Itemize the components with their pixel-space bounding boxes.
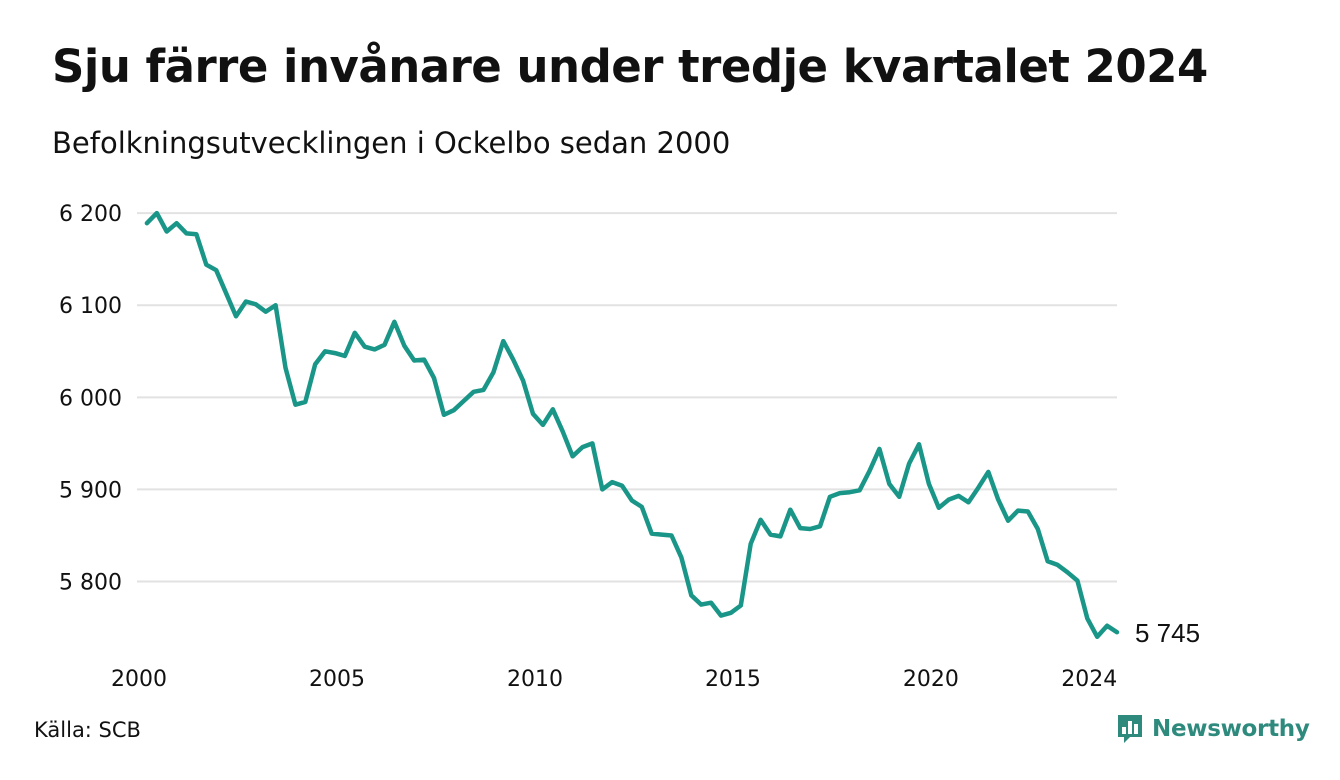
y-tick-label: 6 100: [59, 294, 122, 319]
data-points: [146, 213, 1118, 637]
x-tick-label: 2000: [111, 667, 167, 692]
x-tick-label: 2010: [507, 667, 563, 692]
chart-title: Sju färre invånare under tredje kvartale…: [52, 40, 1208, 93]
y-axis: 6 200 6 100 6 000 5 900 5 800: [59, 202, 122, 595]
y-tick-label: 5 900: [59, 478, 122, 503]
end-value-label: 5 745: [1135, 618, 1200, 648]
brand-name: Newsworthy: [1152, 716, 1310, 742]
y-tick-label: 6 200: [59, 202, 122, 227]
population-line: [144, 210, 1120, 640]
y-tick-label: 6 000: [59, 386, 122, 411]
bar-chart-icon: [1118, 715, 1142, 743]
x-tick-label: 2024: [1061, 667, 1117, 692]
source-note: Källa: SCB: [34, 718, 141, 742]
x-tick-label: 2020: [903, 667, 959, 692]
x-axis: 2000 2005 2010 2015 2020 2024: [111, 667, 1117, 692]
x-tick-label: 2015: [705, 667, 761, 692]
brand-logo: Newsworthy: [1116, 713, 1310, 745]
grid-lines: [137, 212, 1117, 583]
y-tick-label: 5 800: [59, 571, 122, 596]
chart-subtitle: Befolkningsutvecklingen i Ockelbo sedan …: [52, 126, 731, 160]
x-tick-label: 2005: [309, 667, 365, 692]
